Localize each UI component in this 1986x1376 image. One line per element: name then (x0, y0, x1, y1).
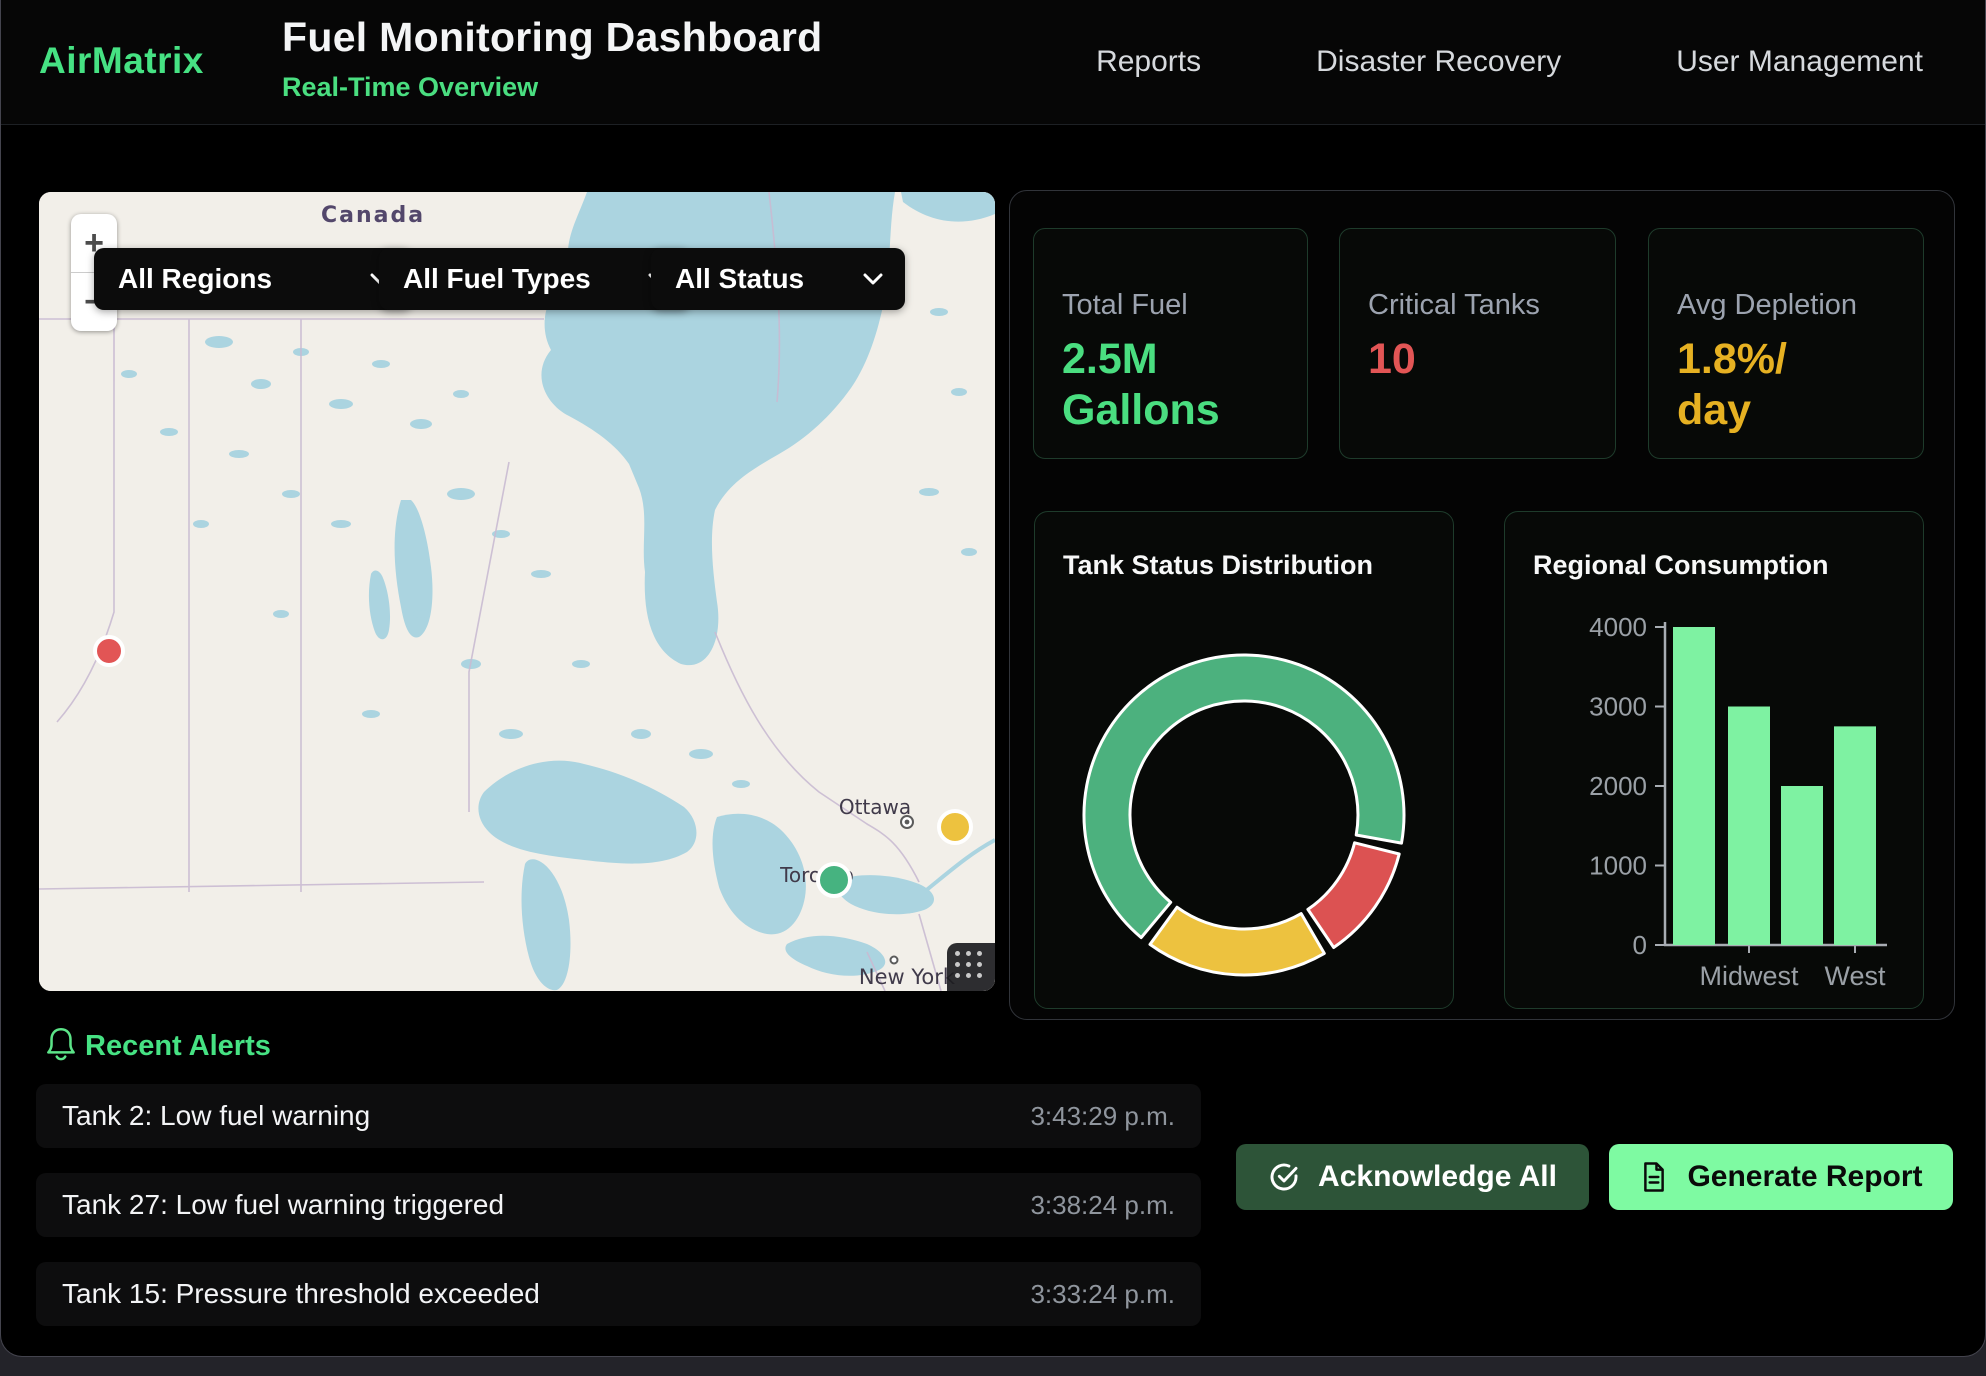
label-ottawa: Ottawa (839, 795, 911, 819)
y-tick-label: 0 (1633, 930, 1647, 960)
stat-label: Total Fuel (1062, 289, 1281, 322)
tank-status-donut-chart (1035, 512, 1455, 1010)
alert-timestamp: 3:33:24 p.m. (1030, 1279, 1175, 1310)
stat-value: 1.8%/day (1677, 334, 1799, 435)
document-icon (1639, 1161, 1669, 1193)
nav-reports[interactable]: Reports (1096, 45, 1201, 79)
check-circle-icon (1268, 1161, 1300, 1193)
stat-label: Critical Tanks (1368, 289, 1589, 322)
resize-handle-icon[interactable] (947, 943, 995, 991)
alert-text: Tank 2: Low fuel warning (62, 1100, 370, 1132)
tank-marker-normal[interactable] (818, 864, 850, 896)
y-tick-label: 1000 (1589, 851, 1647, 881)
bar-1[interactable] (1728, 707, 1770, 946)
stat-card-avg-depletion: Avg Depletion 1.8%/day (1648, 228, 1924, 459)
stat-value: 10 (1368, 334, 1588, 385)
stat-value: 2.5M Gallons (1062, 334, 1281, 435)
region-filter-dropdown[interactable]: All Regions (94, 248, 412, 310)
tank-marker-warning[interactable] (939, 811, 971, 843)
alert-row: Tank 27: Low fuel warning triggered 3:38… (36, 1173, 1201, 1237)
region-filter-value: All Regions (118, 263, 272, 295)
chart-title: Tank Status Distribution (1063, 550, 1373, 581)
alert-row: Tank 15: Pressure threshold exceeded 3:3… (36, 1262, 1201, 1326)
x-tick-label: Midwest (1699, 961, 1799, 991)
acknowledge-all-label: Acknowledge All (1318, 1160, 1557, 1194)
generate-report-label: Generate Report (1687, 1160, 1922, 1194)
overview-panel: Total Fuel 2.5M Gallons Critical Tanks 1… (1009, 190, 1955, 1020)
generate-report-button[interactable]: Generate Report (1609, 1144, 1953, 1210)
regional-consumption-bar-chart: 0 1000 2000 3000 4000 Midwest West (1505, 512, 1925, 1010)
page-subtitle: Real-Time Overview (282, 72, 538, 103)
header: AirMatrix Fuel Monitoring Dashboard Real… (1, 0, 1985, 125)
chevron-down-icon (863, 273, 883, 285)
bar-2[interactable] (1781, 786, 1823, 945)
nav-disaster-recovery[interactable]: Disaster Recovery (1316, 45, 1561, 79)
stat-card-critical-tanks: Critical Tanks 10 (1339, 228, 1616, 459)
tank-status-chart-card: Tank Status Distribution (1034, 511, 1454, 1009)
status-filter-value: All Status (675, 263, 804, 295)
brand-logo: AirMatrix (39, 40, 204, 82)
fuel-type-filter-dropdown[interactable]: All Fuel Types (379, 248, 690, 310)
map-canvas[interactable]: Canada Ottawa Toronto New York (39, 192, 995, 991)
label-new-york: New York (859, 965, 956, 989)
alert-text: Tank 27: Low fuel warning triggered (62, 1189, 504, 1221)
page-title: Fuel Monitoring Dashboard (282, 14, 822, 61)
alert-row: Tank 2: Low fuel warning 3:43:29 p.m. (36, 1084, 1201, 1148)
window-edge (0, 1358, 1986, 1376)
screen: AirMatrix Fuel Monitoring Dashboard Real… (0, 0, 1986, 1376)
y-tick-label: 3000 (1589, 692, 1647, 722)
chart-title: Regional Consumption (1533, 550, 1828, 581)
status-filter-dropdown[interactable]: All Status (651, 248, 905, 310)
stat-card-total-fuel: Total Fuel 2.5M Gallons (1033, 228, 1308, 459)
donut-slice-critical[interactable] (1308, 843, 1399, 948)
map[interactable]: Canada Ottawa Toronto New York + − All R… (39, 192, 995, 991)
alert-timestamp: 3:38:24 p.m. (1030, 1190, 1175, 1221)
tank-marker-critical[interactable] (95, 637, 123, 665)
alert-text: Tank 15: Pressure threshold exceeded (62, 1278, 540, 1310)
donut-slice-warning[interactable] (1150, 907, 1324, 975)
x-tick-label: West (1824, 961, 1886, 991)
bell-icon (43, 1024, 79, 1064)
main-nav: Reports Disaster Recovery User Managemen… (1096, 0, 1923, 124)
acknowledge-all-button[interactable]: Acknowledge All (1236, 1144, 1589, 1210)
regional-consumption-chart-card: Regional Consumption 0 1000 2000 3000 4000 Mi… (1504, 511, 1924, 1009)
alerts-section-title: Recent Alerts (85, 1030, 271, 1063)
alert-timestamp: 3:43:29 p.m. (1030, 1101, 1175, 1132)
label-canada: Canada (321, 203, 425, 228)
y-tick-label: 4000 (1589, 612, 1647, 642)
bar-3[interactable] (1834, 726, 1876, 945)
y-tick-label: 2000 (1589, 771, 1647, 801)
fuel-type-filter-value: All Fuel Types (403, 263, 591, 295)
stat-label: Avg Depletion (1677, 289, 1897, 322)
app-window: AirMatrix Fuel Monitoring Dashboard Real… (0, 0, 1986, 1357)
bar-0[interactable] (1673, 627, 1715, 945)
nav-user-management[interactable]: User Management (1676, 45, 1923, 79)
